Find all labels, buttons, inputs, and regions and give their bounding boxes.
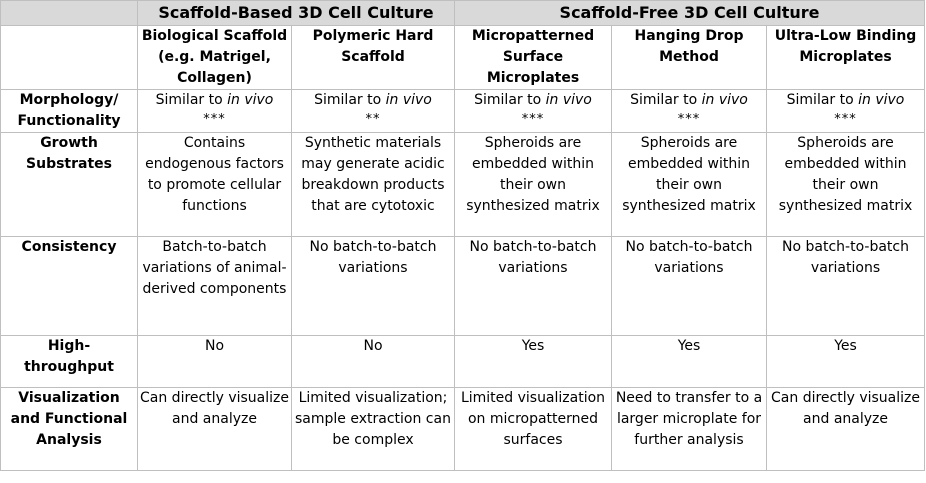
table-cell: No [291,335,455,388]
table-cell: Similar to in vivo *** [611,89,767,133]
column-header: Micropatterned Surface Microplates [454,25,612,90]
table-cell: Yes [765,335,926,388]
comparison-table: Scaffold-Based 3D Cell Culture Scaffold-… [0,0,926,471]
table-cell: Yes [611,335,767,388]
cell-text: Similar to [474,92,546,108]
table-cell: Similar to in vivo *** [454,89,612,133]
table-cell: Limited visualization on micropatterned … [454,387,612,471]
cell-emphasis: in vivo [545,92,592,108]
table-cell: Need to transfer to a larger microplate … [611,387,767,471]
table-cell: No batch-to-batch variations [765,236,926,336]
cell-text: Similar to [155,92,228,108]
cell-text: Similar to [630,92,702,108]
rating-stars: *** [203,112,226,127]
rating-stars: ** [365,112,381,127]
row-header: Growth Substrates [0,132,138,237]
table-cell: No batch-to-batch variations [611,236,767,336]
table-row-consistency: Consistency Batch-to-batch variations of… [0,236,926,336]
table-cell: No batch-to-batch variations [454,236,612,336]
rating-stars: *** [521,112,545,127]
table-cell: Similar to in vivo *** [137,89,292,133]
group-header-scaffold-free: Scaffold-Free 3D Cell Culture [453,0,926,26]
table-cell: No batch-to-batch variations [291,236,455,336]
table-cell: Can directly visualize and analyze [137,387,292,471]
cell-text: Similar to [786,92,859,108]
table-row-visualization: Visualization and Functional Analysis Ca… [0,387,926,471]
column-header: Biological Scaffold (e.g. Matrigel, Coll… [137,25,292,90]
table-row-growth-substrates: Growth Substrates Contains endogenous fa… [0,132,926,237]
table-row-morphology: Morphology/ Functionality Similar to in … [0,89,926,133]
row-header: Consistency [0,236,138,336]
column-header-row: Biological Scaffold (e.g. Matrigel, Coll… [0,25,926,90]
table-row-high-throughput: High-throughput No No Yes Yes Yes [0,335,926,388]
table-cell: Similar to in vivo *** [765,89,926,133]
empty-header-cell [0,25,138,90]
table-cell: Limited visualization; sample extraction… [291,387,455,471]
table-cell: Spheroids are embedded within their own … [765,132,926,237]
cell-emphasis: in vivo [227,92,274,108]
row-header: Visualization and Functional Analysis [0,387,138,471]
corner-cell [0,0,138,26]
row-header: High-throughput [0,335,138,388]
rating-stars: *** [834,112,857,127]
group-header-scaffold-based: Scaffold-Based 3D Cell Culture [137,0,455,26]
cell-emphasis: in vivo [701,92,748,108]
group-header-row: Scaffold-Based 3D Cell Culture Scaffold-… [0,0,926,26]
table-cell: Contains endogenous factors to promote c… [137,132,292,237]
cell-text: Similar to [314,92,386,108]
table-cell: Batch-to-batch variations of animal-deri… [137,236,292,336]
column-header: Ultra-Low Binding Microplates [765,25,926,90]
table-cell: Spheroids are embedded within their own … [454,132,612,237]
table-cell: Can directly visualize and analyze [765,387,926,471]
table-cell: No [137,335,292,388]
row-header: Morphology/ Functionality [0,89,138,133]
table-cell: Similar to in vivo ** [291,89,455,133]
column-header: Polymeric Hard Scaffold [291,25,455,90]
rating-stars: *** [677,112,701,127]
cell-emphasis: in vivo [385,92,432,108]
table-cell: Spheroids are embedded within their own … [611,132,767,237]
table-cell: Yes [454,335,612,388]
table-cell: Synthetic materials may generate acidic … [291,132,455,237]
column-header: Hanging Drop Method [611,25,767,90]
cell-emphasis: in vivo [858,92,905,108]
